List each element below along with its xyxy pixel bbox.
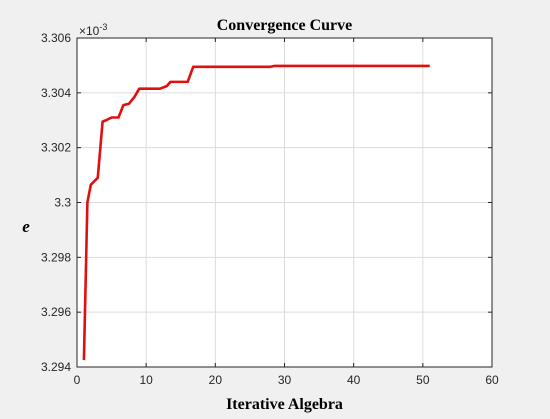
y-axis-label: e [22,217,30,236]
y-multiplier-exponent: -3 [99,22,107,32]
y-tick-label: 3.302 [41,141,71,155]
x-tick-label: 10 [139,373,153,387]
x-tick-label: 50 [416,373,430,387]
y-tick-label: 3.306 [41,31,71,45]
chart-title: Convergence Curve [217,17,353,34]
x-tick-label: 20 [209,373,223,387]
y-tick-label: 3.304 [41,86,71,100]
tick-marks [76,37,493,368]
x-tick-labels: 0 10 20 30 40 50 60 [74,373,499,387]
series-layer [82,64,430,361]
convergence-line [82,64,430,361]
y-multiplier-base: ×10 [79,24,100,38]
y-tick-label: 3.3 [54,196,71,210]
x-tick-label: 30 [278,373,292,387]
x-tick-label: 60 [485,373,499,387]
x-axis-label: Iterative Algebra [226,396,343,413]
y-tick-label: 3.296 [41,305,71,319]
x-tick-label: 40 [347,373,361,387]
x-tick-label: 0 [74,373,81,387]
y-tick-label: 3.298 [41,250,71,264]
y-tick-label: 3.294 [41,360,71,374]
y-tick-labels: 3.294 3.296 3.298 3.3 3.302 3.304 3.306 [41,31,71,374]
y-multiplier: ×10-3 [79,22,107,38]
